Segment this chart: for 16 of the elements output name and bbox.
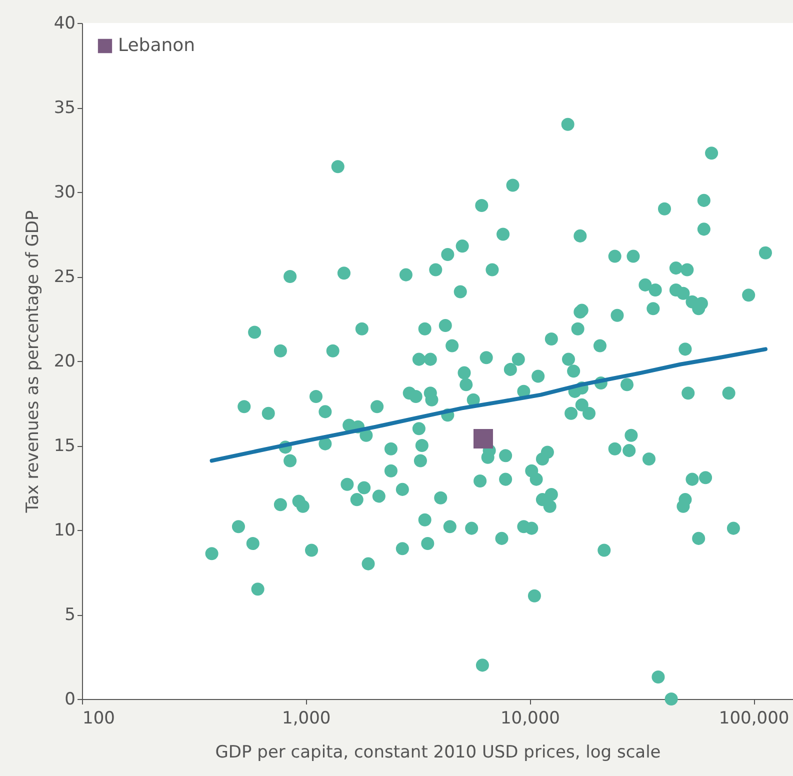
legend-label: Lebanon [118, 35, 196, 56]
y-tick-label: 35 [54, 98, 76, 118]
y-tick-label: 25 [54, 267, 76, 287]
x-tick-label: 1,000 [282, 708, 331, 728]
y-tick-label: 20 [54, 352, 76, 372]
x-tick-label: 100,000 [718, 708, 790, 728]
y-tick-label: 0 [64, 690, 76, 710]
x-tick-label: 10,000 [500, 708, 560, 728]
y-axis-title: Tax revenues as percentage of GDP [22, 210, 43, 514]
y-tick-label: 15 [54, 436, 76, 456]
x-axis-title: GDP per capita, constant 2010 USD prices, log scale [215, 742, 661, 762]
y-tick-label: 30 [54, 182, 76, 202]
x-tick-label: 100 [82, 708, 115, 728]
y-tick-label: 40 [54, 14, 76, 34]
y-tick-label: 5 [64, 605, 76, 625]
y-tick-label: 10 [54, 520, 76, 540]
